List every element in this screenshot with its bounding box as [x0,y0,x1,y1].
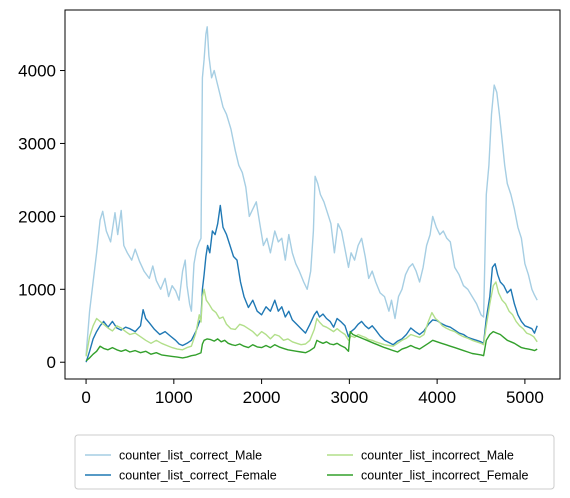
series-lines [86,27,537,362]
x-tick-label-2: 2000 [243,388,281,407]
y-tick-label-3: 3000 [18,134,56,153]
y-tick-label-0: 0 [47,353,56,372]
y-tick-label-1: 1000 [18,280,56,299]
legend-label-0: counter_list_correct_Male [119,449,262,463]
legend-label-3: counter_list_incorrect_Female [361,469,528,483]
y-tick-label-4: 4000 [18,62,56,81]
legend-label-2: counter_list_incorrect_Male [361,449,514,463]
x-tick-label-4: 4000 [418,388,456,407]
series-line-0 [86,27,537,355]
x-tick-label-1: 1000 [155,388,193,407]
x-tick-label-3: 3000 [330,388,368,407]
legend-label-1: counter_list_correct_Female [119,469,277,483]
y-tick-label-2: 2000 [18,207,56,226]
x-tick-label-5: 5000 [506,388,544,407]
x-tick-label-0: 0 [81,388,90,407]
x-axis: 0 1000 2000 3000 4000 5000 [81,379,543,407]
legend: counter_list_correct_Male counter_list_co… [75,435,554,489]
y-axis: 0 1000 2000 3000 4000 [18,62,65,373]
